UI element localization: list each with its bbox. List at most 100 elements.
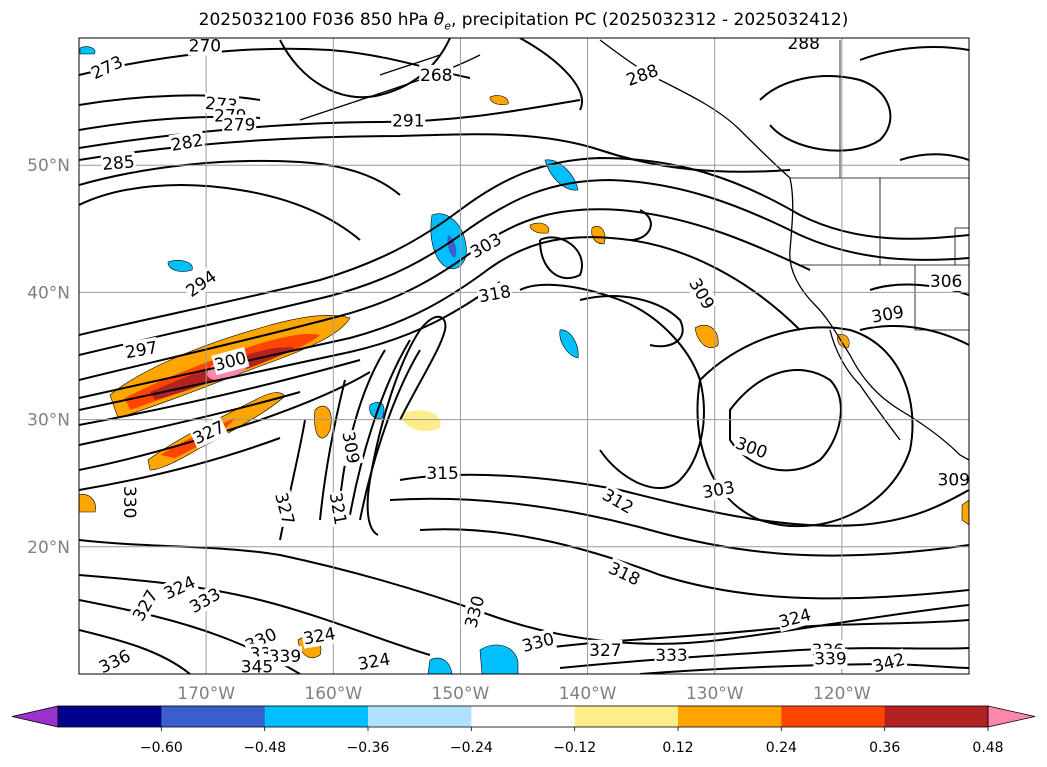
contour-line (79, 281, 501, 411)
contour-label-bg (100, 151, 137, 175)
contour-line (279, 38, 451, 99)
contour-label-bg (338, 429, 364, 467)
contour-label-bg (466, 228, 506, 263)
contour-label: 333 (655, 646, 687, 666)
contour-label-bg (775, 603, 814, 633)
contour-line (859, 46, 969, 61)
precip-blob-blue-6 (167, 260, 193, 272)
contour-line (579, 295, 684, 348)
contour-line (79, 184, 361, 241)
contour-labels: 2732702882682882732792792822852913032943… (87, 37, 969, 677)
colorbar-segment (678, 706, 782, 727)
contour-label: 345 (241, 657, 273, 677)
contour-label: 327 (589, 641, 621, 661)
contour-label-bg (476, 280, 514, 307)
contour-label: 330 (119, 486, 139, 518)
coastline (829, 329, 901, 441)
contour-line (519, 38, 583, 111)
precip-blob-orange-2 (314, 405, 332, 439)
contour-label-bg (869, 648, 908, 674)
precip-blob-orange-7 (591, 225, 606, 245)
contour-label-bg (419, 64, 454, 85)
lat-tick-label: 30°N (27, 411, 70, 431)
colorbar-tick-label: 0.36 (869, 740, 900, 756)
contour-line (79, 99, 581, 149)
contour-label-bg (222, 114, 257, 135)
contour-label-bg (786, 38, 821, 54)
precip-blob-orange-1 (694, 324, 719, 348)
colorbar-segment (574, 706, 679, 727)
lon-tick-label: 160°W (304, 684, 362, 704)
contour-label-bg (300, 623, 338, 649)
colorbar-tick-label: 0.24 (766, 740, 797, 756)
contour-line (389, 497, 969, 557)
precip-blob-orange-9 (837, 334, 850, 349)
contour-line (639, 662, 969, 674)
state-border (790, 40, 969, 331)
contour-label-bg (425, 463, 460, 484)
contour-line (359, 349, 421, 521)
map-area: 2732702882682882732792792822852913032943… (78, 37, 970, 677)
contour-label-bg (87, 51, 127, 84)
colorbar-segment (781, 706, 886, 727)
contour-line (79, 539, 969, 645)
contour-label-bg (684, 273, 720, 314)
lat-tick-label: 40°N (27, 283, 70, 303)
contour-line (79, 178, 969, 356)
contour-line (349, 339, 411, 516)
colorbar-tick-label: −0.48 (243, 740, 286, 756)
coastline (599, 39, 791, 179)
contour-line (79, 159, 401, 196)
contour-line (319, 379, 346, 521)
contour-label-bg (211, 347, 250, 376)
title-suffix: , precipitation PC (2025032312 - 2025032… (450, 10, 849, 30)
contour-label-bg (181, 265, 221, 302)
contour-label-bg (654, 644, 689, 665)
contour-label-bg (732, 432, 771, 463)
contour-label-bg (267, 646, 302, 667)
colorbar-segment (368, 706, 472, 727)
precip-blob-orange-6 (529, 222, 550, 234)
colorbar-extend-high (987, 705, 1036, 728)
colorbar-tick-label: 0.48 (972, 740, 1003, 756)
lon-tick-label: 140°W (559, 684, 617, 704)
contour-label: 306 (930, 272, 962, 292)
colorbar-segment (884, 706, 989, 727)
contour-label-bg (813, 648, 848, 669)
contour-line (79, 94, 261, 106)
precip-blob-orange-4 (79, 494, 96, 513)
contour-label-bg (325, 490, 352, 528)
contour-line (559, 647, 969, 669)
contour-label-bg (391, 110, 426, 131)
contour-label-bg (622, 59, 662, 91)
contour-label: 339 (814, 650, 846, 670)
colorbar-extend-low (11, 705, 59, 728)
theta-e-contours (79, 38, 969, 674)
contour-label-bg (460, 592, 489, 631)
colorbar-tick-label: −0.24 (450, 740, 493, 756)
contour-line (399, 473, 969, 527)
contour-label-bg (122, 336, 160, 363)
contour-label: 315 (426, 464, 458, 484)
lon-tick-label: 130°W (686, 684, 744, 704)
contour-label-bg (187, 38, 222, 56)
contour-label-bg (936, 469, 969, 490)
contour-label-bg (94, 645, 135, 674)
contour-line (79, 359, 361, 426)
contour-label-bg (270, 489, 300, 528)
precip-blob-orange-5 (489, 95, 509, 105)
coastline (379, 54, 441, 76)
contour-label-bg (159, 571, 200, 604)
lat-tick-label: 50°N (27, 156, 70, 176)
colorbar-outline (57, 705, 989, 728)
title-theta-subscript: e (444, 19, 451, 33)
contour-line (859, 324, 969, 346)
precip-blob-blue-5 (427, 657, 453, 674)
contour-label-bg (127, 585, 163, 626)
contour-label: 270 (189, 37, 221, 57)
lat-lon-gridlines (79, 38, 969, 674)
lon-tick-label: 120°W (813, 684, 871, 704)
contour-label: 285 (101, 152, 135, 175)
contour-line (79, 133, 791, 173)
